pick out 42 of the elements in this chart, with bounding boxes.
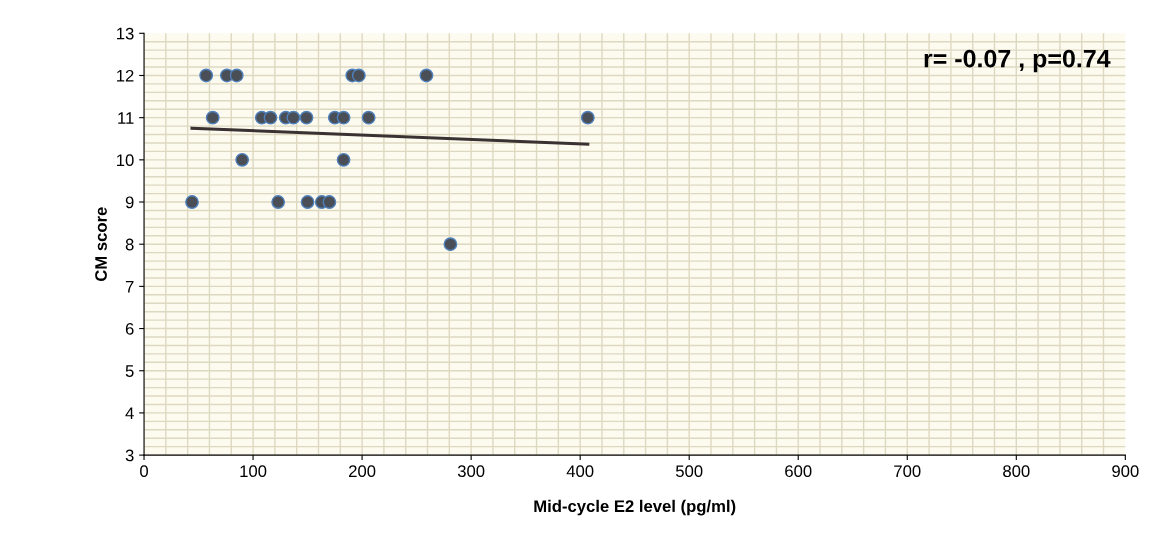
y-tick-label: 12 [117, 69, 134, 82]
x-tick-label: 300 [457, 465, 485, 478]
y-tick-label: 11 [118, 112, 134, 124]
x-tick-label: 500 [675, 465, 703, 478]
point [299, 110, 314, 125]
point [229, 68, 244, 83]
y-tick-label: 3 [125, 449, 134, 462]
point [443, 237, 458, 252]
x-tick-label: 0 [140, 465, 149, 478]
x-tick-label: 700 [894, 465, 921, 478]
y-axis-title: CM score [95, 207, 107, 282]
x-axis-title: Mid-cycle E2 level (pg/ml) [534, 499, 736, 516]
y-tick-label: 5 [125, 365, 134, 377]
point [351, 68, 366, 83]
point [361, 110, 376, 125]
point [286, 110, 301, 125]
point [271, 195, 286, 209]
y-tick-label: 4 [125, 407, 134, 419]
x-tick-label: 100 [240, 465, 267, 478]
point [580, 110, 595, 125]
y-tick-label: 10 [117, 154, 134, 167]
y-tick-label: 6 [125, 322, 134, 335]
point [322, 195, 337, 209]
x-tick-label: 600 [785, 465, 812, 478]
y-tick-label: 9 [125, 196, 134, 209]
x-tick-label: 400 [566, 465, 594, 478]
y-tick-label: 7 [125, 280, 134, 293]
point [336, 152, 351, 167]
y-tick-label: 13 [117, 27, 134, 40]
x-tick-label: 200 [349, 465, 376, 478]
point [205, 110, 220, 125]
y-tick-label: 8 [125, 238, 134, 251]
point [263, 110, 278, 125]
x-tick-label: 800 [1003, 465, 1030, 478]
point [300, 195, 315, 209]
point [199, 68, 214, 83]
x-tick-label: 900 [1112, 465, 1139, 478]
annotation: r= -0.07 , p=0.74 [924, 49, 1111, 73]
point [336, 110, 351, 125]
point [185, 195, 199, 209]
point [235, 152, 250, 167]
point [419, 68, 434, 83]
